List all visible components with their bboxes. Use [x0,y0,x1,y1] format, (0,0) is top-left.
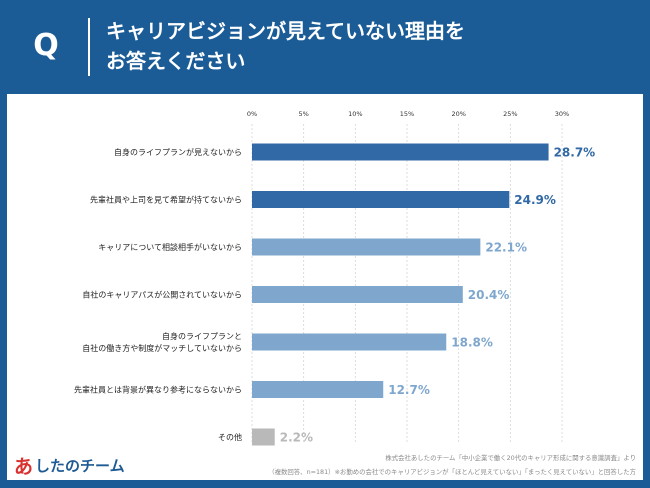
bar [252,143,549,161]
category-label: その他 [218,432,242,442]
data-label: 12.7% [388,383,430,397]
company-logo: あ したのチーム [14,452,125,479]
x-tick-label: 15% [400,110,414,118]
x-tick-label: 10% [348,110,362,118]
data-label: 22.1% [485,241,527,255]
source-line-1: 株式会社あしたのチーム「中小企業で働く20代のキャリア形成に関する意識調査」より [385,454,636,462]
x-tick-label: 0% [247,110,257,118]
category-label: 自社の働き方や制度がマッチしていないから [82,343,242,353]
title-line-1: キャリアビジョンが見えていない理由を [106,19,465,43]
page-title: キャリアビジョンが見えていない理由を お答えください [106,16,626,76]
data-label: 24.9% [514,193,556,207]
data-label: 20.4% [468,288,510,302]
data-label: 18.8% [451,336,493,350]
x-tick-label: 20% [451,110,465,118]
source-line-2: （複数回答、n=181）※お勤めの会社でのキャリアビジョンが「ほとんど見えていな… [268,468,636,476]
data-label: 2.2% [280,431,313,445]
bar-chart: 0% 5% 10% 15% 20% 25% 30% 自身のライフプランが見えないから 28.7%… [74,110,596,446]
chart-panel: 0% 5% 10% 15% 20% 25% 30% 自身のライフプランが見えないから 28.7%… [7,94,643,480]
bar [252,286,463,303]
bar [252,381,384,398]
header: Q キャリアビジョンが見えていない理由を お答えください [0,0,650,92]
source-note: 株式会社あしたのチーム「中小企業で働く20代のキャリア形成に関する意識調査」より… [176,451,636,479]
data-label: 28.7% [554,146,596,160]
x-tick-label: 30% [555,110,569,118]
logo-text: したのチーム [35,457,125,475]
bar [252,428,275,446]
category-label: 自身のライフプランが見えないから [114,147,242,157]
category-label: 自身のライフプランと [162,331,242,341]
bar [252,191,510,208]
header-divider [88,18,90,76]
title-line-2: お答えください [106,49,246,73]
x-tick-label: 5% [299,110,309,118]
x-tick-label: 25% [503,110,517,118]
bar [252,238,481,256]
category-label: 先輩社員や上司を見て希望が持てないから [90,195,242,205]
category-label: 先輩社員とは背景が異なり参考にならないから [74,385,242,395]
category-label: キャリアについて相談相手がいないから [98,242,242,252]
question-mark-label: Q [33,28,59,63]
category-label: 自社のキャリアパスが公開されていないから [82,290,242,300]
logo-mark: あ [14,456,34,478]
bar [252,333,447,351]
